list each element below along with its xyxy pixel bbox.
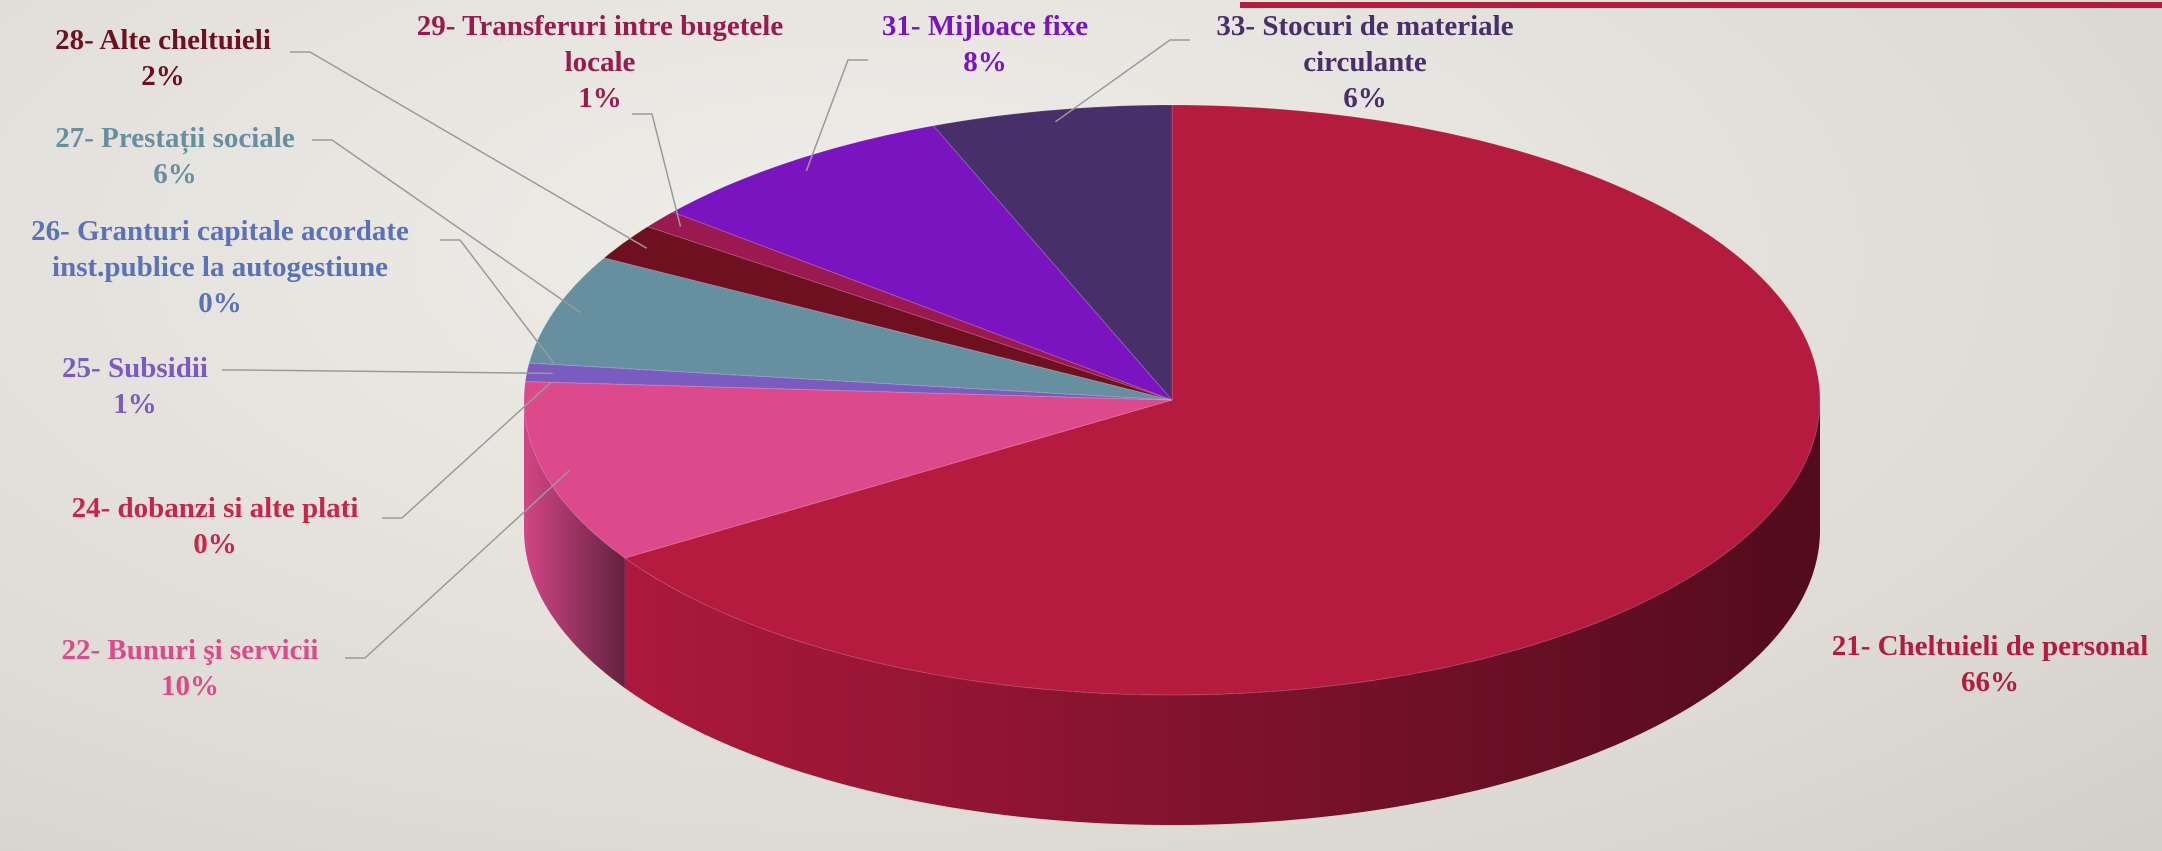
value-label: 6% [1343,82,1387,114]
slice-label: 22- Bunuri şi servicii 10% [62,632,319,704]
category-label: 21- Cheltuieli de personal [1831,630,2149,662]
slice-side-shade [524,400,625,689]
value-label: 1% [578,82,622,114]
value-label: 8% [963,46,1007,78]
slice [623,104,1821,696]
value-label: 6% [153,158,197,190]
slice-label: 26- Granturi capitale acordate inst.publ… [0,213,440,321]
slice [646,211,1173,401]
category-label: 24- dobanzi si alte plati [71,492,359,524]
leader-line [632,113,682,227]
slice [603,226,1173,401]
category-label: 25- Subsidii [62,352,208,384]
leader-line [382,381,552,519]
value-label: 66% [1961,666,2019,698]
category-label: 29- Transferuri intre bugetele locale [416,10,784,78]
leader-line [290,51,648,249]
slice-label: 31- Mijloace fixe 8% [882,8,1088,80]
leader-line [222,369,553,375]
leader-line [440,239,556,365]
value-label: 10% [160,670,219,702]
slice [932,104,1173,402]
slice-label: 21- Cheltuieli de personal 66% [1832,628,2149,700]
slice-label: 29- Transferuri intre bugetele locale 1% [390,8,810,116]
category-label: 28- Alte cheltuieli [55,24,271,56]
leader-line [345,469,570,659]
value-label: 2% [141,60,185,92]
leader-line [1054,39,1190,123]
value-label: 0% [198,287,242,319]
category-label: 27- Prestații sociale [55,122,295,154]
category-label: 22- Bunuri şi servicii [61,634,319,666]
value-label: 0% [193,528,237,560]
leader-line [312,139,581,314]
top-rule [1240,2,2162,8]
slice-label: 27- Prestații sociale 6% [55,120,294,192]
slice [528,257,1173,401]
slice [524,362,1173,401]
category-label: 31- Mijloace fixe [881,10,1089,42]
slice [671,125,1173,401]
category-label: 26- Granturi capitale acordate inst.publ… [31,215,409,283]
category-label: 33- Stocuri de materiale circulante [1216,10,1514,78]
slice-label: 28- Alte cheltuieli 2% [55,22,271,94]
leader-line [805,59,868,172]
slice-side-shade [624,400,1820,825]
slice-label: 24- dobanzi si alte plati 0% [72,490,359,562]
slice-label: 33- Stocuri de materiale circulante 6% [1185,8,1545,116]
value-label: 1% [113,388,157,420]
slice [523,380,1173,559]
slice-label: 25- Subsidii 1% [62,350,208,422]
